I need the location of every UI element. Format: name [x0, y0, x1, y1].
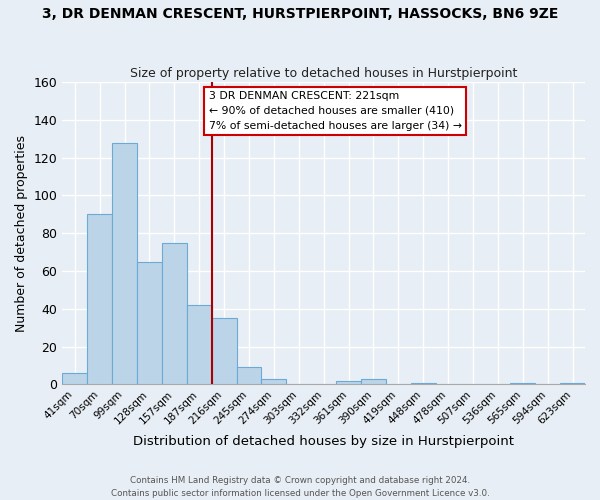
Bar [187, 305, 212, 384]
Text: 3 DR DENMAN CRESCENT: 221sqm
← 90% of detached houses are smaller (410)
7% of se: 3 DR DENMAN CRESCENT: 221sqm ← 90% of de… [209, 91, 461, 130]
Bar [236, 368, 262, 384]
Bar [411, 382, 436, 384]
Bar [212, 318, 236, 384]
Bar [87, 214, 112, 384]
Bar [62, 373, 87, 384]
Bar [336, 380, 361, 384]
Title: Size of property relative to detached houses in Hurstpierpoint: Size of property relative to detached ho… [130, 66, 517, 80]
Y-axis label: Number of detached properties: Number of detached properties [15, 135, 28, 332]
Bar [262, 379, 286, 384]
Bar [162, 242, 187, 384]
Bar [511, 382, 535, 384]
Bar [560, 382, 585, 384]
Bar [137, 262, 162, 384]
Bar [112, 142, 137, 384]
X-axis label: Distribution of detached houses by size in Hurstpierpoint: Distribution of detached houses by size … [133, 434, 514, 448]
Text: 3, DR DENMAN CRESCENT, HURSTPIERPOINT, HASSOCKS, BN6 9ZE: 3, DR DENMAN CRESCENT, HURSTPIERPOINT, H… [42, 8, 558, 22]
Bar [361, 379, 386, 384]
Text: Contains HM Land Registry data © Crown copyright and database right 2024.
Contai: Contains HM Land Registry data © Crown c… [110, 476, 490, 498]
